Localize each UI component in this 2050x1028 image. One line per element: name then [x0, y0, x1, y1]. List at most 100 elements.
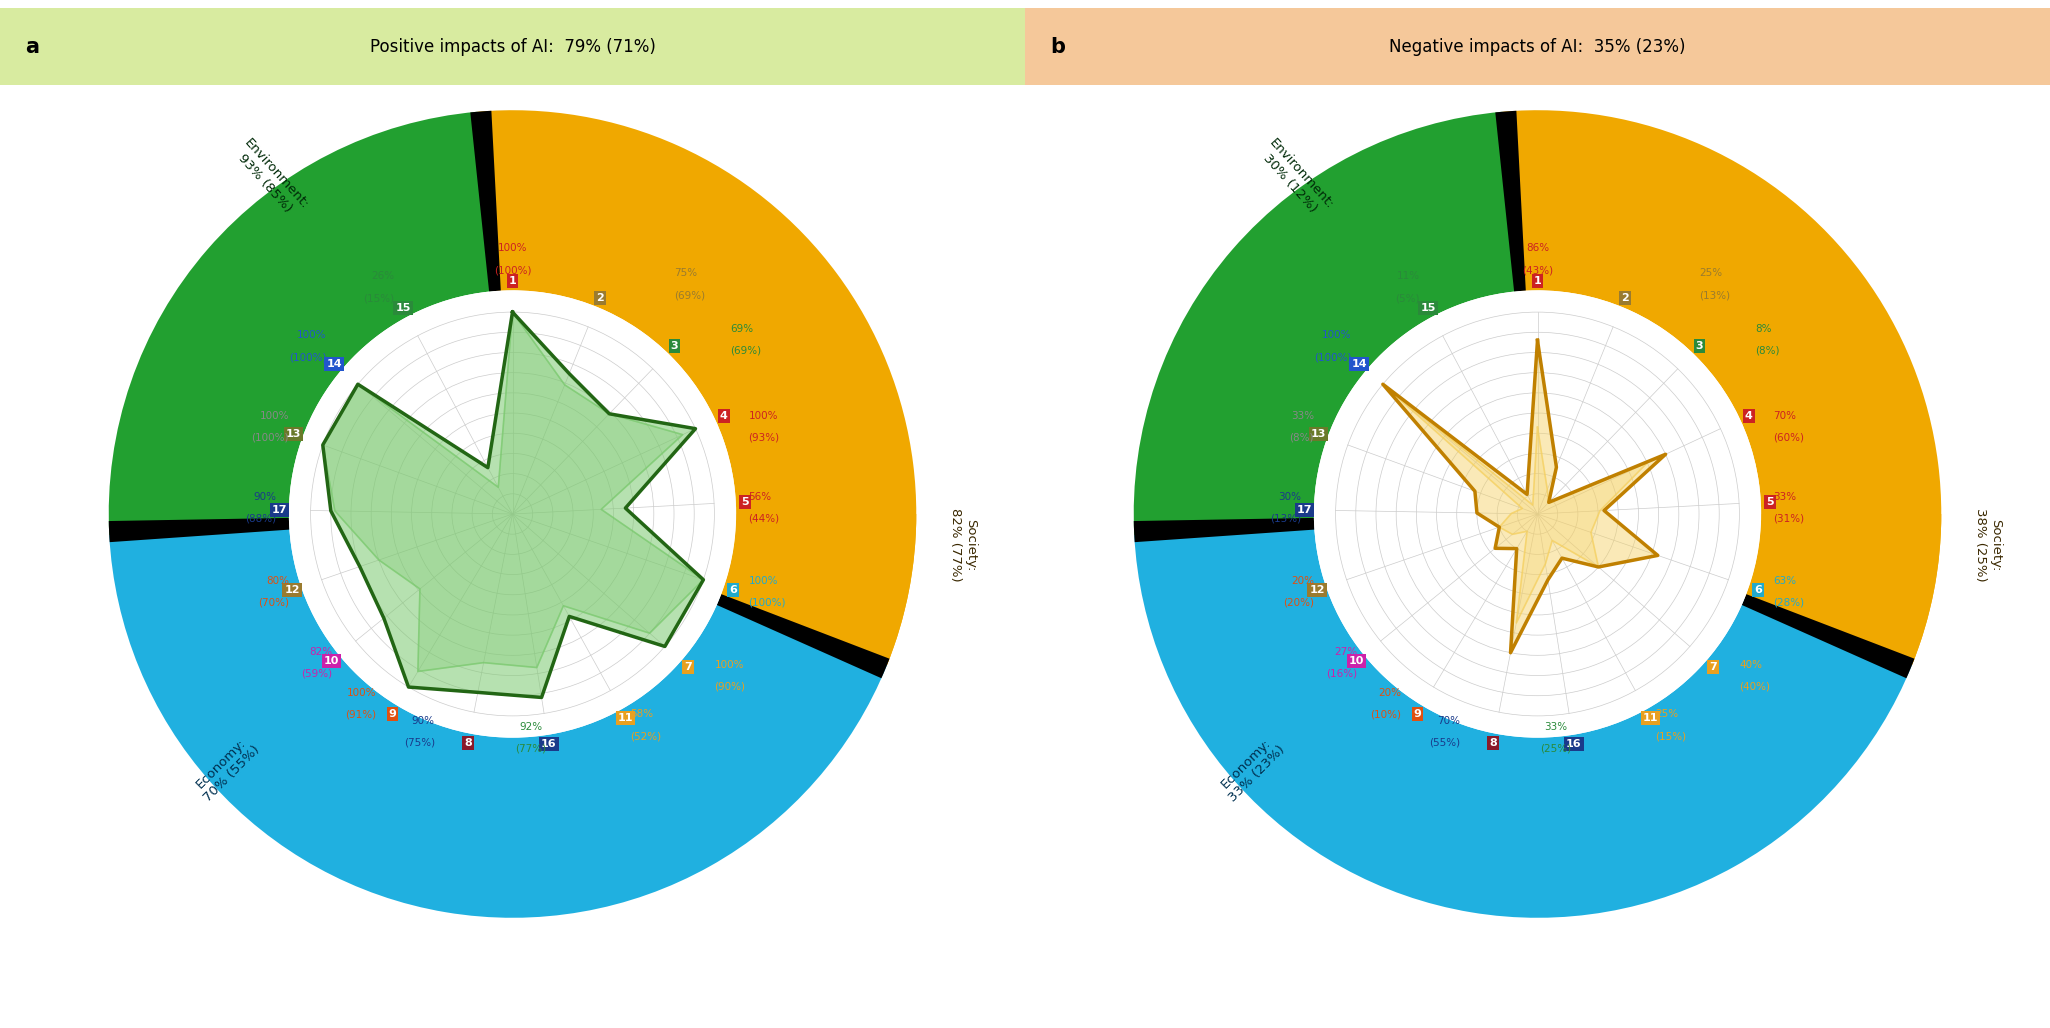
Text: (77%): (77%)	[515, 743, 547, 754]
Text: 4: 4	[720, 410, 728, 420]
Text: (10%): (10%)	[1369, 709, 1400, 720]
Text: (100%): (100%)	[748, 597, 785, 608]
Text: 13: 13	[285, 430, 301, 439]
Text: Positive impacts of AI:  79% (71%): Positive impacts of AI: 79% (71%)	[369, 38, 656, 56]
Text: 100%: 100%	[346, 688, 375, 698]
Wedge shape	[718, 594, 890, 678]
Text: (8%): (8%)	[1755, 346, 1779, 356]
Text: 1: 1	[508, 277, 517, 286]
Text: (31%): (31%)	[1773, 514, 1804, 523]
Text: 80%: 80%	[266, 576, 289, 586]
Text: 10: 10	[1349, 656, 1363, 665]
Text: 20%: 20%	[1292, 576, 1314, 586]
Text: 70%: 70%	[1437, 715, 1460, 726]
Text: b: b	[1050, 37, 1064, 57]
Text: 9: 9	[390, 708, 396, 719]
Text: 100%: 100%	[748, 576, 779, 586]
Text: 5: 5	[1767, 497, 1773, 507]
Text: 27%: 27%	[1335, 648, 1357, 657]
Text: 11: 11	[617, 712, 633, 723]
Text: 14: 14	[326, 359, 342, 369]
Wedge shape	[109, 112, 492, 536]
Text: 9: 9	[1414, 708, 1421, 719]
Circle shape	[289, 290, 736, 738]
Text: 1: 1	[1533, 277, 1542, 286]
Text: 33%: 33%	[1544, 722, 1568, 732]
Text: 92%: 92%	[519, 722, 543, 732]
Text: Society:
38% (25%): Society: 38% (25%)	[1974, 508, 2003, 582]
Text: 16: 16	[1566, 739, 1583, 749]
Polygon shape	[322, 313, 703, 671]
Text: 2: 2	[597, 293, 603, 303]
Text: 12: 12	[285, 585, 299, 595]
Text: 33%: 33%	[1292, 411, 1314, 421]
Text: (25%): (25%)	[1540, 743, 1572, 754]
Text: 100%: 100%	[297, 330, 326, 340]
Text: (69%): (69%)	[730, 346, 761, 356]
Text: 6: 6	[730, 585, 736, 595]
Wedge shape	[469, 111, 500, 292]
Wedge shape	[109, 525, 888, 918]
Text: (15%): (15%)	[363, 293, 394, 303]
Text: (52%): (52%)	[631, 731, 662, 741]
Text: (20%): (20%)	[1283, 597, 1314, 608]
Text: (75%): (75%)	[404, 737, 435, 747]
Text: 75%: 75%	[674, 268, 697, 279]
Text: 100%: 100%	[713, 660, 744, 669]
Text: (70%): (70%)	[258, 597, 289, 608]
Text: 26%: 26%	[371, 271, 394, 282]
FancyBboxPatch shape	[1025, 8, 2050, 85]
Text: (100%): (100%)	[252, 433, 289, 443]
Polygon shape	[1384, 340, 1665, 653]
Text: 33%: 33%	[1773, 492, 1796, 502]
Text: 100%: 100%	[498, 244, 527, 254]
Text: 8%: 8%	[1755, 324, 1771, 334]
Text: 63%: 63%	[1773, 576, 1796, 586]
Text: 7: 7	[1710, 662, 1718, 672]
Text: (60%): (60%)	[1773, 433, 1804, 443]
Text: 15: 15	[1421, 303, 1435, 314]
Text: (88%): (88%)	[246, 514, 277, 523]
Wedge shape	[1134, 525, 1913, 918]
Text: (5%): (5%)	[1394, 293, 1419, 303]
Wedge shape	[1503, 110, 1941, 665]
Polygon shape	[322, 313, 703, 697]
Text: 100%: 100%	[260, 411, 289, 421]
Text: 8: 8	[463, 738, 472, 747]
Text: 10: 10	[324, 656, 338, 665]
Text: (93%): (93%)	[748, 433, 779, 443]
Text: 13: 13	[1310, 430, 1326, 439]
FancyBboxPatch shape	[0, 8, 1025, 85]
Text: (43%): (43%)	[1521, 265, 1554, 276]
Text: 100%: 100%	[1322, 330, 1351, 340]
Text: 7: 7	[685, 662, 693, 672]
Wedge shape	[720, 514, 916, 665]
Text: (13%): (13%)	[1699, 290, 1730, 300]
Text: 3: 3	[1695, 341, 1704, 352]
Text: (91%): (91%)	[344, 709, 375, 720]
Text: 14: 14	[1351, 359, 1367, 369]
Text: (59%): (59%)	[301, 669, 332, 678]
Text: 70%: 70%	[1773, 411, 1796, 421]
Text: 2: 2	[1622, 293, 1628, 303]
Text: 12: 12	[1310, 585, 1324, 595]
Text: (44%): (44%)	[748, 514, 779, 523]
Text: (55%): (55%)	[1429, 737, 1460, 747]
Wedge shape	[109, 518, 289, 542]
Text: (90%): (90%)	[713, 682, 746, 692]
Wedge shape	[1134, 112, 1517, 536]
Text: (40%): (40%)	[1738, 682, 1771, 692]
Wedge shape	[1134, 518, 1314, 542]
Text: (69%): (69%)	[674, 290, 705, 300]
Text: 3: 3	[670, 341, 679, 352]
Text: 86%: 86%	[1525, 244, 1550, 254]
Circle shape	[1314, 290, 1761, 738]
Text: 16: 16	[541, 739, 558, 749]
Text: 82%: 82%	[310, 648, 332, 657]
Text: 15: 15	[396, 303, 410, 314]
Wedge shape	[1745, 514, 1941, 665]
Text: (16%): (16%)	[1326, 669, 1357, 678]
Polygon shape	[1384, 384, 1648, 623]
Wedge shape	[1494, 111, 1525, 292]
Text: Economy:
33% (23%): Economy: 33% (23%)	[1216, 733, 1287, 805]
